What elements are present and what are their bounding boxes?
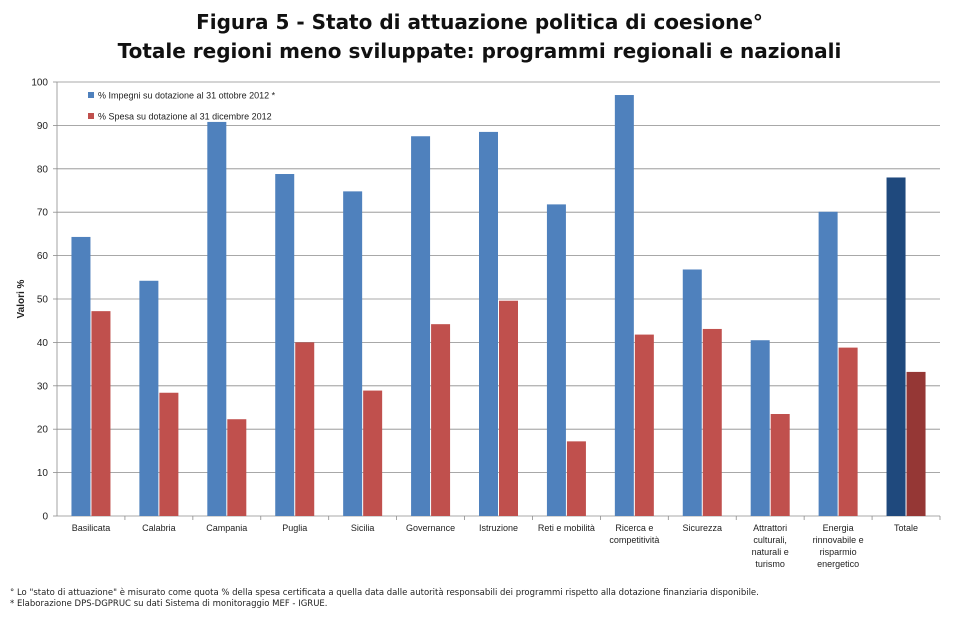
x-tick-label: Puglia <box>282 523 307 533</box>
bar-spesa <box>499 300 518 516</box>
x-tick-label: turismo <box>755 559 785 569</box>
chart-title-line2: Totale regioni meno sviluppate: programm… <box>117 39 842 63</box>
bar-impegni <box>614 95 634 517</box>
bar-impegni <box>479 131 498 516</box>
bar-impegni <box>275 174 295 516</box>
bar-impegni <box>682 269 702 516</box>
y-tick-label: 0 <box>42 512 48 523</box>
x-tick-label: naturali e <box>752 547 789 557</box>
bar-spesa <box>159 392 179 516</box>
y-tick-label: 20 <box>37 425 49 436</box>
x-tick-label: Calabria <box>142 523 176 533</box>
x-tick-label: rinnovabile e <box>813 535 864 545</box>
x-tick-label: Attrattori <box>753 523 787 533</box>
x-tick-label: Istruzione <box>479 523 518 533</box>
x-tick-label: Basilicata <box>72 523 111 533</box>
chart-title: Figura 5 - Stato di attuazione politica … <box>0 8 959 66</box>
y-tick-label: 50 <box>37 295 49 306</box>
y-tick-label: 30 <box>37 381 49 392</box>
x-tick-label: culturali, <box>753 535 787 545</box>
bar-spesa <box>702 328 722 516</box>
bar-spesa <box>295 342 315 516</box>
chart-title-line1: Figura 5 - Stato di attuazione politica … <box>196 10 763 34</box>
y-tick-label: 100 <box>31 78 48 89</box>
bar-spesa <box>634 334 654 516</box>
bar-impegni <box>71 236 91 517</box>
bar-impegni <box>750 340 770 516</box>
x-tick-label: Reti e mobilità <box>538 523 595 533</box>
bar-impegni <box>139 280 159 516</box>
y-tick-label: 60 <box>37 251 49 262</box>
bar-spesa <box>363 390 383 516</box>
bar-impegni <box>207 121 227 516</box>
bar-spesa <box>91 311 111 516</box>
bar-impegni <box>343 191 363 517</box>
bar-impegni <box>818 211 838 517</box>
bar-spesa <box>906 371 926 516</box>
bar-spesa <box>227 419 247 516</box>
bar-spesa <box>566 441 586 516</box>
x-tick-label: energetico <box>817 559 859 569</box>
legend-swatch <box>88 92 94 98</box>
bar-spesa <box>838 347 858 516</box>
bar-spesa <box>431 324 451 516</box>
legend-label: % Spesa su dotazione al 31 dicembre 2012 <box>98 112 272 122</box>
x-tick-label: Totale <box>894 523 918 533</box>
y-tick-label: 40 <box>37 338 49 349</box>
y-tick-label: 70 <box>37 208 49 219</box>
legend-label: % Impegni su dotazione al 31 ottobre 201… <box>98 91 276 101</box>
legend-swatch <box>88 113 94 119</box>
bar-impegni <box>546 204 566 516</box>
x-tick-label: Energia <box>823 523 854 533</box>
bar-spesa <box>770 414 790 516</box>
x-tick-label: competitività <box>609 535 659 545</box>
bar-impegni <box>411 136 431 516</box>
y-axis-label: Valori % <box>16 279 27 318</box>
x-tick-label: Sicilia <box>351 523 375 533</box>
footnote-source: * Elaborazione DPS-DGPRUC su dati Sistem… <box>10 599 328 609</box>
y-tick-label: 10 <box>37 468 49 479</box>
x-tick-label: Campania <box>206 523 247 533</box>
x-tick-label: Ricerca e <box>615 523 653 533</box>
y-tick-label: 80 <box>37 164 49 175</box>
x-tick-label: Sicurezza <box>683 523 723 533</box>
y-tick-label: 90 <box>37 121 49 132</box>
bar-impegni <box>886 177 906 517</box>
footnote-methodology: ° Lo "stato di attuazione" è misurato co… <box>10 588 759 598</box>
x-tick-label: Governance <box>406 523 455 533</box>
x-tick-label: risparmio <box>820 547 857 557</box>
